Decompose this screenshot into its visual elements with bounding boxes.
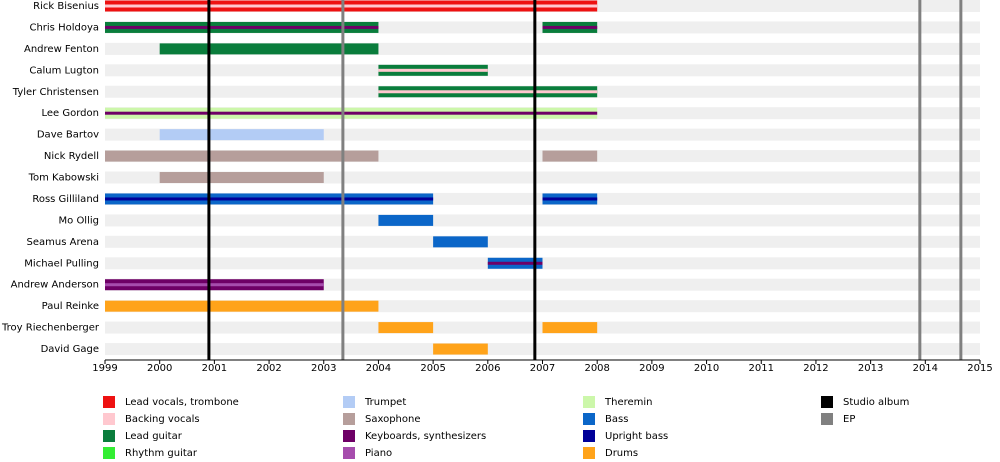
legend-swatch <box>821 396 833 408</box>
member-name: Rick Bisenius <box>33 1 99 12</box>
tenure-bar <box>542 322 598 334</box>
member-name: Andrew Anderson <box>11 280 99 291</box>
member-name: Dave Bartov <box>37 130 99 141</box>
x-tick-label: 2006 <box>475 363 500 374</box>
member-name: Paul Reinke <box>42 301 99 312</box>
member-name: Nick Rydell <box>44 151 99 162</box>
legend-swatch <box>343 447 355 459</box>
x-tick-label: 2011 <box>749 363 774 374</box>
row-band <box>105 235 980 248</box>
member-name: Tom Kabowski <box>28 173 99 184</box>
x-tick-label: 2009 <box>639 363 664 374</box>
legend-swatch <box>583 447 595 459</box>
legend-label: EP <box>843 414 855 425</box>
member-name: Troy Riechenberger <box>1 323 100 334</box>
tenure-stripe <box>378 68 488 72</box>
member-name: Lee Gordon <box>42 108 100 119</box>
tenure-stripe <box>487 261 543 265</box>
legend-swatch <box>821 413 833 425</box>
tenure-bar <box>433 236 488 248</box>
member-name: Seamus Arena <box>27 237 99 248</box>
x-tick-label: 2010 <box>694 363 719 374</box>
tenure-bar <box>105 150 379 162</box>
x-tick-label: 2004 <box>366 363 391 374</box>
legend-swatch <box>103 396 115 408</box>
x-tick-label: 2007 <box>530 363 555 374</box>
legend-label: Saxophone <box>365 414 421 425</box>
tenure-stripe <box>105 283 324 287</box>
tenure-stripe <box>105 4 598 8</box>
x-tick-label: 2014 <box>913 363 938 374</box>
legend-swatch <box>343 413 355 425</box>
legend-label: Piano <box>365 448 392 459</box>
legend-swatch <box>343 430 355 442</box>
legend-swatch <box>583 396 595 408</box>
row-band <box>105 64 980 77</box>
x-tick-label: 2003 <box>311 363 336 374</box>
member-name: Tyler Christensen <box>12 87 99 98</box>
member-name: David Gage <box>41 344 99 355</box>
legend-swatch <box>343 396 355 408</box>
tenure-stripe <box>105 25 379 29</box>
tenure-bar <box>378 214 434 226</box>
legend-label: Studio album <box>843 397 909 408</box>
legend-label: Keyboards, synthesizers <box>365 431 486 442</box>
tenure-stripe <box>105 197 434 201</box>
x-tick-label: 2012 <box>803 363 828 374</box>
member-name: Mo Ollig <box>59 215 99 226</box>
tenure-stripe <box>542 25 598 29</box>
legend-swatch <box>583 413 595 425</box>
x-tick-label: 2001 <box>202 363 227 374</box>
legend-label: Upright bass <box>605 431 668 442</box>
tenure-stripe <box>105 111 598 115</box>
tenure-bar <box>159 172 324 184</box>
legend-label: Theremin <box>604 397 653 408</box>
member-name: Ross Gilliland <box>32 194 99 205</box>
legend-label: Backing vocals <box>125 414 200 425</box>
legend-swatch <box>103 413 115 425</box>
tenure-stripe <box>542 197 598 201</box>
x-tick-label: 2002 <box>256 363 281 374</box>
x-tick-label: 2005 <box>420 363 445 374</box>
legend-label: Trumpet <box>364 397 406 408</box>
legend-swatch <box>103 447 115 459</box>
member-name: Andrew Fenton <box>24 44 99 55</box>
legend-label: Lead guitar <box>125 431 183 442</box>
x-tick-label: 2015 <box>967 363 992 374</box>
row-band <box>105 343 980 356</box>
tenure-bar <box>105 300 379 312</box>
x-tick-label: 2000 <box>147 363 172 374</box>
tenure-bar <box>378 322 434 334</box>
member-name: Calum Lugton <box>29 65 99 76</box>
tenure-stripe <box>378 90 598 94</box>
legend-label: Lead vocals, trombone <box>125 397 239 408</box>
member-name: Chris Holdoya <box>29 22 99 33</box>
x-tick-label: 2008 <box>584 363 609 374</box>
x-tick-label: 1999 <box>92 363 117 374</box>
legend-label: Bass <box>605 414 628 425</box>
legend-label: Drums <box>605 448 638 459</box>
legend-swatch <box>103 430 115 442</box>
tenure-bar <box>433 343 488 355</box>
legend-swatch <box>583 430 595 442</box>
legend-label: Rhythm guitar <box>125 448 198 459</box>
tenure-bar <box>159 129 324 141</box>
tenure-bar <box>159 43 379 55</box>
x-tick-label: 2013 <box>858 363 883 374</box>
member-name: Michael Pulling <box>24 258 99 269</box>
row-band <box>105 214 980 227</box>
tenure-bar <box>542 150 598 162</box>
